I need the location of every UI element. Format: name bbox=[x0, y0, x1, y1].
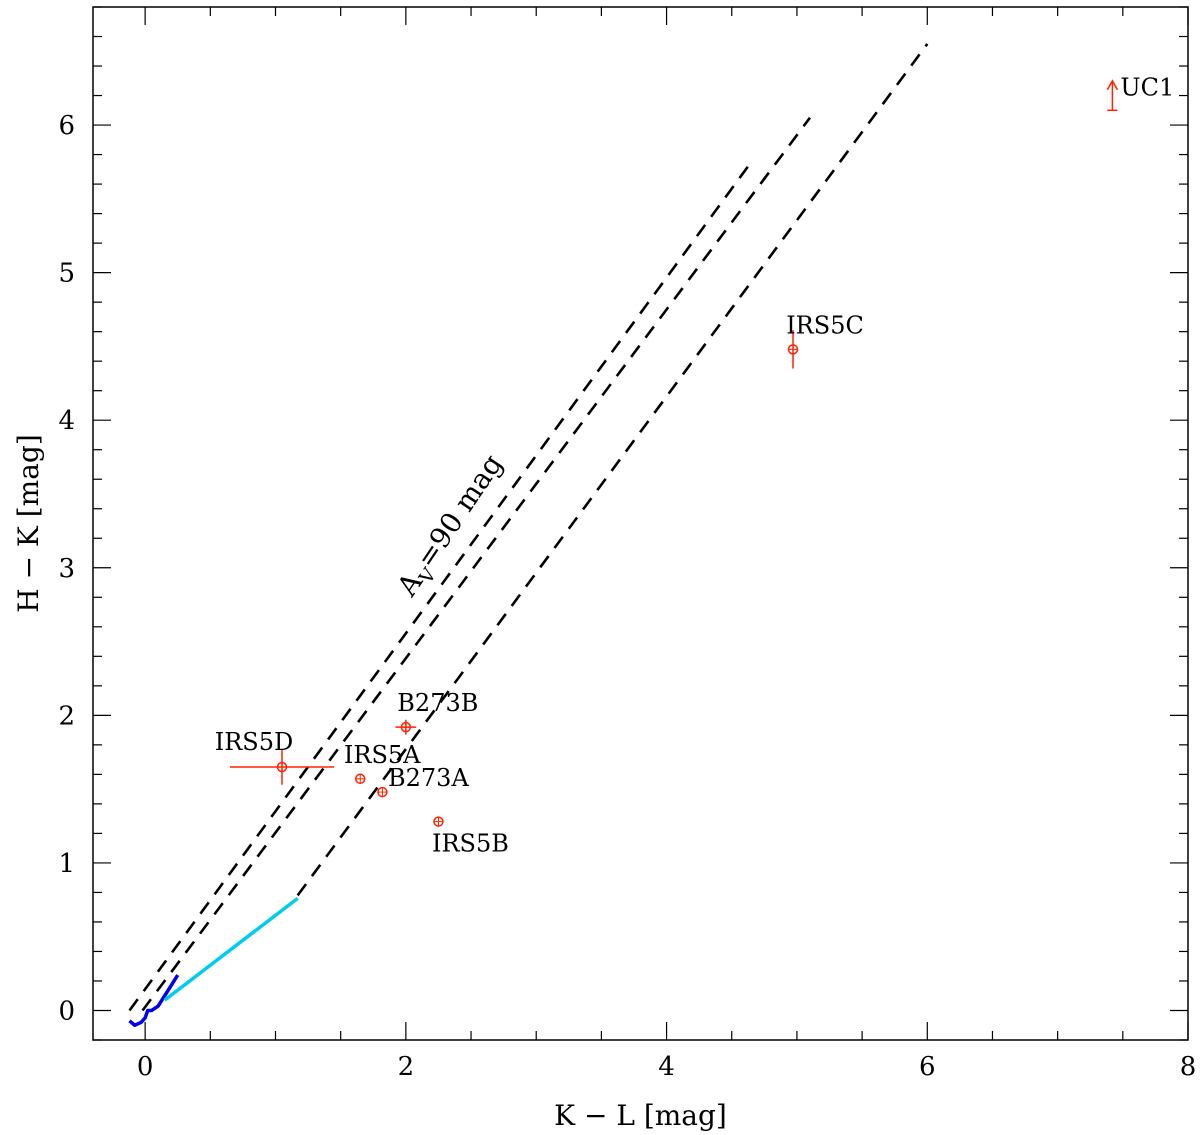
source-label: IRS5C bbox=[786, 311, 864, 339]
source-label: B273A bbox=[388, 764, 469, 792]
intrinsic-curve bbox=[163, 896, 299, 1002]
source-label: IRS5D bbox=[215, 728, 294, 756]
y-tick-label: 2 bbox=[58, 701, 75, 731]
x-tick-label: 2 bbox=[398, 1052, 415, 1082]
x-tick-label: 0 bbox=[137, 1052, 154, 1082]
y-tick-label: 3 bbox=[58, 554, 75, 584]
intrinsic-curve bbox=[128, 974, 180, 1027]
y-tick-label: 5 bbox=[58, 259, 75, 289]
source-label: UC1 bbox=[1120, 73, 1174, 101]
y-tick-label: 4 bbox=[58, 406, 75, 436]
reddening-line bbox=[128, 161, 753, 1012]
source-label: B273B bbox=[397, 689, 478, 717]
x-axis-title: K − L [mag] bbox=[554, 1099, 727, 1132]
y-tick-label: 6 bbox=[58, 111, 75, 141]
x-tick-label: 8 bbox=[1180, 1052, 1197, 1082]
y-tick-label: 0 bbox=[58, 996, 75, 1026]
av-label: AV=90 mag bbox=[390, 448, 513, 605]
source-label: IRS5B bbox=[432, 830, 509, 858]
y-axis-title: H − K [mag] bbox=[12, 434, 45, 613]
reddening-line bbox=[296, 43, 929, 897]
uc1-limit-arrow bbox=[1106, 79, 1119, 91]
x-tick-label: 4 bbox=[658, 1052, 675, 1082]
x-tick-label: 6 bbox=[919, 1052, 936, 1082]
reddening-line bbox=[141, 116, 812, 1012]
y-tick-label: 1 bbox=[58, 849, 75, 879]
chart-layer: 0 2 4 6 8 0 1 2 3 4 5 6 K − L [mag] H − K [mag] AV=90 … bbox=[12, 6, 1197, 1132]
plot-frame bbox=[92, 6, 1189, 1041]
source-label: IRS5A bbox=[344, 741, 421, 769]
